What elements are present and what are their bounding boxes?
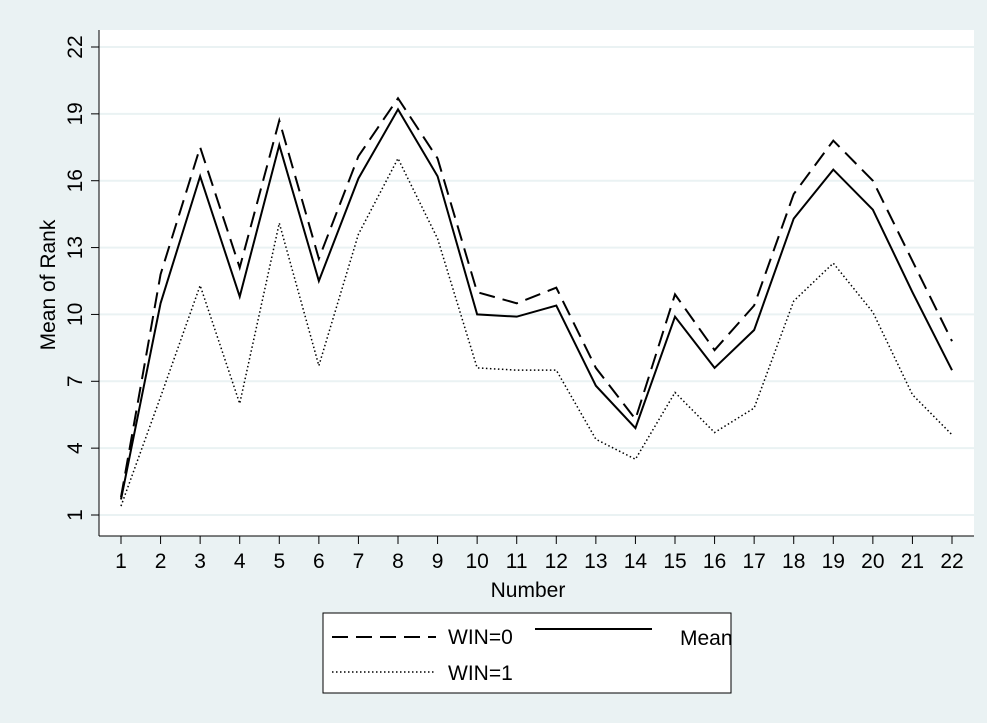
plot-area [99, 30, 974, 536]
legend-box [322, 612, 732, 694]
y-tick-label: 19 [64, 102, 87, 125]
x-tick-label: 14 [624, 550, 648, 573]
x-tick-label: 2 [155, 550, 167, 573]
x-tick-label: 3 [194, 550, 206, 573]
x-tick-label: 4 [234, 550, 246, 573]
series-lines [120, 96, 953, 507]
x-tick-label: 17 [742, 550, 765, 573]
y-axis-title: Mean of Rank [37, 219, 60, 350]
x-tick-label: 6 [313, 550, 325, 573]
legend: WIN=0 Mean WIN=1 [322, 612, 733, 694]
x-tick-label: 11 [506, 550, 528, 573]
y-tick-label: 4 [64, 442, 87, 454]
y-tick-label: 22 [64, 35, 87, 58]
x-tick-label: 18 [782, 550, 805, 573]
x-tick-label: 21 [901, 550, 924, 573]
x-tick-label: 22 [940, 550, 963, 573]
y-tick-label: 1 [64, 509, 87, 521]
x-tick-label: 7 [353, 550, 365, 573]
x-tick-label: 20 [861, 550, 884, 573]
x-tick-label: 8 [392, 550, 404, 573]
legend-label-win0: WIN=0 [448, 626, 513, 649]
series-line-win1 [120, 156, 953, 507]
y-tick-label: 7 [64, 375, 87, 387]
x-tick-label: 10 [465, 550, 488, 573]
gridlines [99, 46, 974, 516]
series-line-mean [120, 107, 953, 500]
y-tick-label: 16 [64, 169, 87, 192]
x-tick-label: 12 [545, 550, 568, 573]
x-tick-label: 5 [273, 550, 285, 573]
x-tick-label: 13 [584, 550, 607, 573]
x-tick-label: 15 [663, 550, 686, 573]
x-tick-label: 19 [822, 550, 845, 573]
series-line-win0 [120, 96, 953, 498]
x-tick-label: 9 [432, 550, 444, 573]
x-tick-label: 1 [115, 550, 127, 573]
legend-label-win1: WIN=1 [448, 662, 513, 685]
legend-label-mean: Mean [680, 627, 733, 650]
x-axis-title: Number [491, 579, 566, 602]
y-tick-label: 13 [64, 236, 87, 259]
x-tick-label: 16 [703, 550, 726, 573]
y-tick-label: 10 [64, 303, 87, 326]
